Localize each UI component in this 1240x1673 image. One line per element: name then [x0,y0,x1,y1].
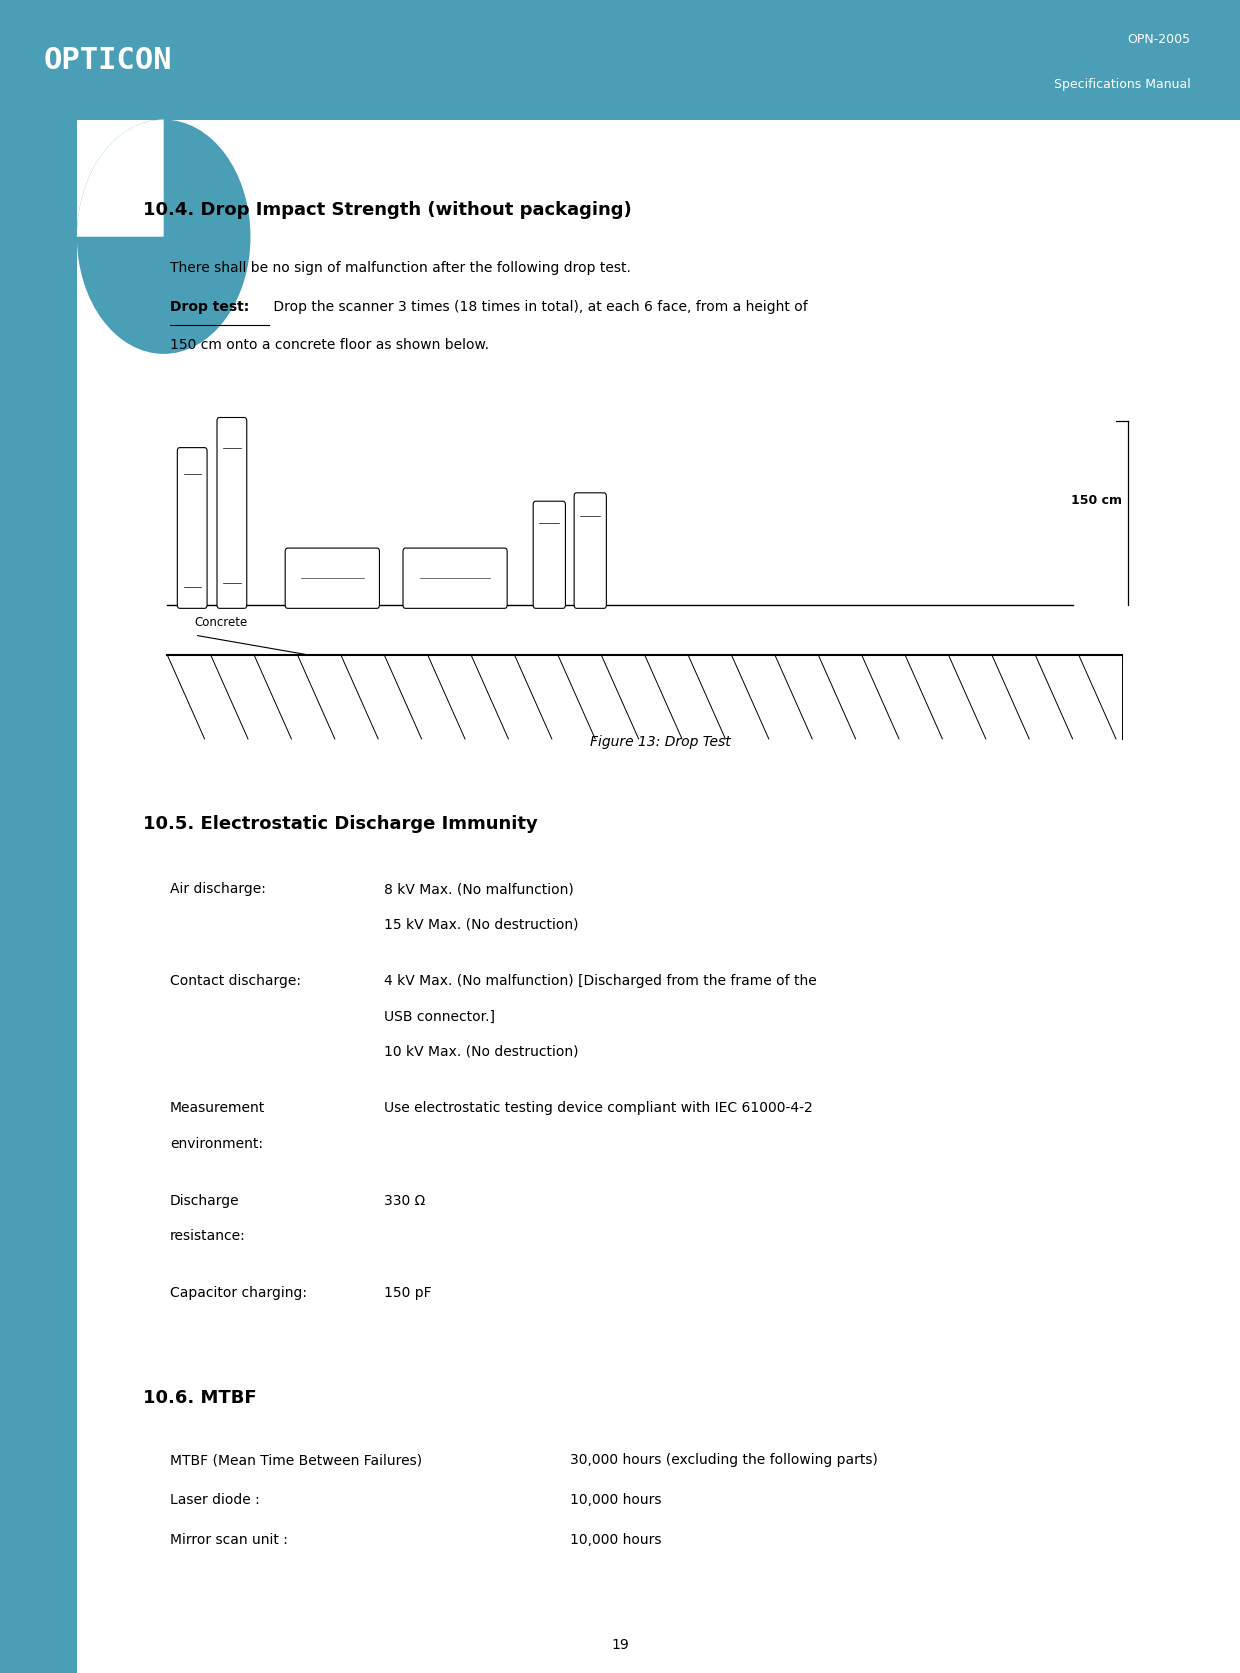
Text: 150 pF: 150 pF [384,1285,432,1298]
Text: USB connector.]: USB connector.] [384,1009,496,1022]
Text: 10 kV Max. (No destruction): 10 kV Max. (No destruction) [384,1044,579,1057]
Text: Discharge: Discharge [170,1193,239,1206]
Text: MTBF (Mean Time Between Failures): MTBF (Mean Time Between Failures) [170,1452,422,1466]
Text: Air discharge:: Air discharge: [170,882,265,895]
Text: 10,000 hours: 10,000 hours [570,1532,662,1546]
Text: 150 cm onto a concrete floor as shown below.: 150 cm onto a concrete floor as shown be… [170,338,489,351]
FancyBboxPatch shape [177,448,207,609]
Text: Figure 13: Drop Test: Figure 13: Drop Test [590,734,730,748]
Text: Measurement: Measurement [170,1101,265,1114]
FancyBboxPatch shape [0,0,1240,120]
Text: resistance:: resistance: [170,1228,246,1241]
Text: 19: 19 [611,1638,629,1651]
FancyBboxPatch shape [77,120,1240,1673]
Text: 150 cm: 150 cm [1071,494,1122,507]
Text: 8 kV Max. (No malfunction): 8 kV Max. (No malfunction) [384,882,574,895]
Wedge shape [77,120,164,238]
Text: Mirror scan unit :: Mirror scan unit : [170,1532,288,1546]
Text: Laser diode :: Laser diode : [170,1492,259,1506]
Text: Concrete: Concrete [195,616,248,629]
Text: Contact discharge:: Contact discharge: [170,974,301,987]
Text: Use electrostatic testing device compliant with IEC 61000-4-2: Use electrostatic testing device complia… [384,1101,813,1114]
Text: 15 kV Max. (No destruction): 15 kV Max. (No destruction) [384,917,579,930]
Text: 330 Ω: 330 Ω [384,1193,425,1206]
FancyBboxPatch shape [217,418,247,609]
Text: 10.6. MTBF: 10.6. MTBF [143,1389,257,1407]
Text: 10.5. Electrostatic Discharge Immunity: 10.5. Electrostatic Discharge Immunity [143,815,537,833]
Text: Drop the scanner 3 times (18 times in total), at each 6 face, from a height of: Drop the scanner 3 times (18 times in to… [269,299,807,313]
Text: Specifications Manual: Specifications Manual [1054,79,1190,90]
Text: 30,000 hours (excluding the following parts): 30,000 hours (excluding the following pa… [570,1452,878,1466]
Text: OPN-2005: OPN-2005 [1127,33,1190,47]
Text: There shall be no sign of malfunction after the following drop test.: There shall be no sign of malfunction af… [170,261,631,274]
Text: OPTICON: OPTICON [43,45,172,75]
FancyBboxPatch shape [403,549,507,609]
Text: environment:: environment: [170,1136,263,1149]
FancyBboxPatch shape [533,502,565,609]
Text: 10,000 hours: 10,000 hours [570,1492,662,1506]
Text: 4 kV Max. (No malfunction) [Discharged from the frame of the: 4 kV Max. (No malfunction) [Discharged f… [384,974,817,987]
Text: 10.4. Drop Impact Strength (without packaging): 10.4. Drop Impact Strength (without pack… [143,201,631,219]
Text: Capacitor charging:: Capacitor charging: [170,1285,306,1298]
FancyBboxPatch shape [0,120,77,1673]
Circle shape [77,120,250,355]
FancyBboxPatch shape [574,494,606,609]
Text: Drop test:: Drop test: [170,299,249,313]
FancyBboxPatch shape [285,549,379,609]
